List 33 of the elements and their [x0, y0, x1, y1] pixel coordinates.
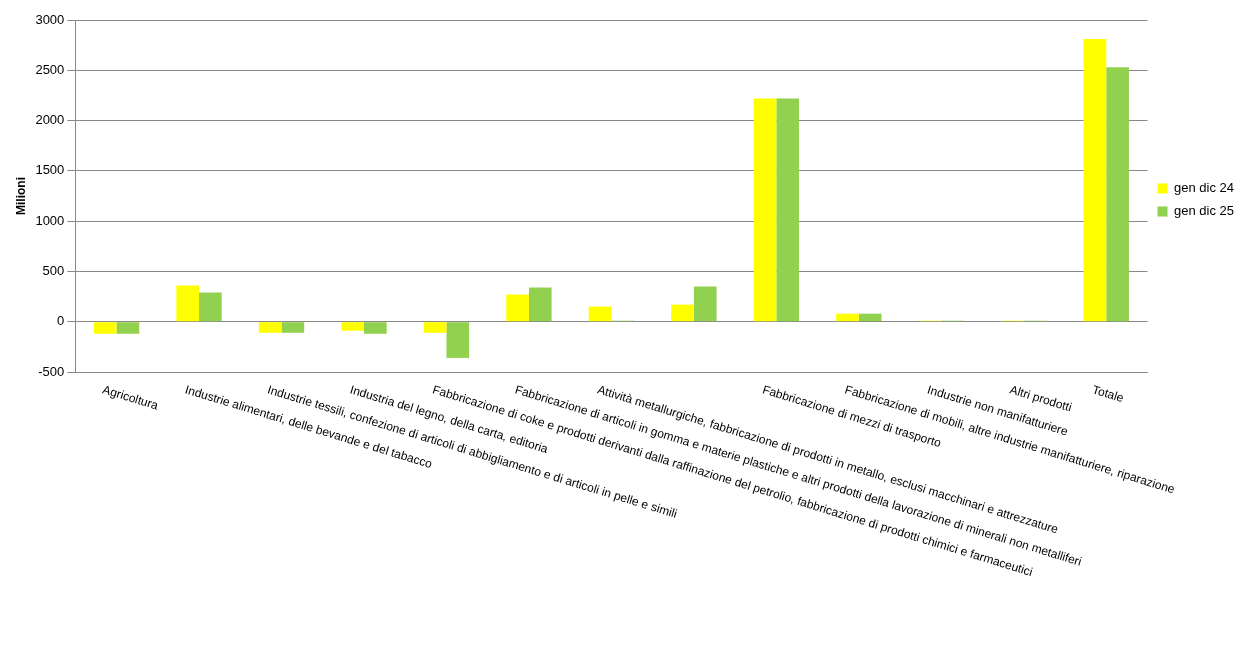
y-tick-label: 2500 — [35, 61, 65, 77]
bar — [776, 98, 800, 322]
bar — [506, 294, 529, 322]
bar — [281, 322, 305, 333]
bar — [446, 322, 470, 358]
bar — [423, 322, 447, 333]
legend-label: gen dic 25 — [1174, 203, 1235, 219]
bar — [1106, 67, 1129, 322]
y-tick-label: 2000 — [35, 112, 65, 128]
bar — [858, 313, 882, 322]
bar — [116, 322, 140, 334]
y-tick-label: 3000 — [35, 11, 65, 27]
bar — [258, 322, 282, 333]
y-tick-label: 500 — [42, 263, 65, 279]
y-tick-label: 0 — [57, 313, 65, 329]
bar — [93, 322, 117, 334]
bar — [1083, 39, 1107, 322]
y-tick-label: 1500 — [35, 162, 65, 178]
bar — [588, 306, 612, 322]
y-axis-title: Milioni — [13, 177, 28, 215]
legend-label: gen dic 24 — [1174, 180, 1235, 196]
y-tick-label: 1000 — [35, 212, 65, 228]
x-tick-label: Totale — [1090, 382, 1126, 406]
y-tick-label: -500 — [38, 363, 65, 379]
bar — [176, 285, 200, 322]
bar — [341, 322, 364, 331]
bar — [528, 287, 552, 322]
bar — [363, 322, 387, 334]
bar — [836, 313, 859, 322]
bar — [199, 292, 222, 322]
bar — [753, 98, 777, 322]
bar — [693, 286, 717, 322]
bar — [671, 304, 694, 322]
